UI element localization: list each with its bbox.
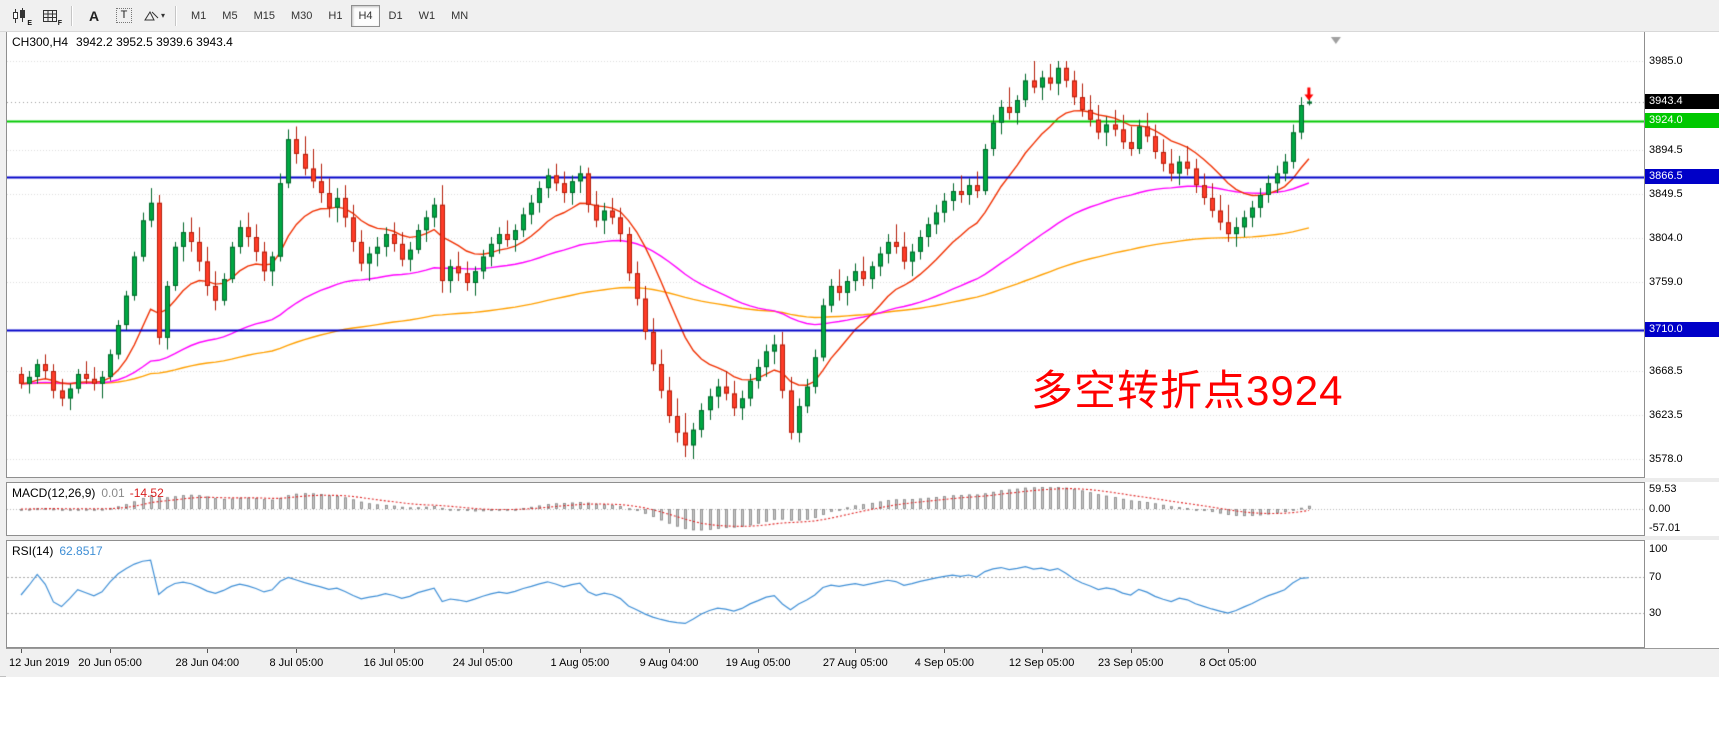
- time-axis-label: 1 Aug 05:00: [550, 657, 610, 669]
- macd-main-value: 0.01: [101, 486, 125, 500]
- timeframe-M1[interactable]: M1: [184, 5, 213, 27]
- timeframe-MN[interactable]: MN: [444, 5, 475, 27]
- time-axis[interactable]: 12 Jun 2019 20 Jun 05:00 28 Jun 04:00 8 Jul…: [6, 648, 1719, 677]
- candlestick-icon-sublabel: E: [27, 19, 32, 27]
- price-tick-label: 3804.0: [1649, 232, 1683, 245]
- time-axis-label: 23 Sep 05:00: [1097, 657, 1164, 669]
- chart-canvas[interactable]: [7, 32, 1644, 477]
- price-tick-label: 3668.5: [1649, 364, 1683, 377]
- price-level-badge: 3710.0: [1645, 321, 1719, 337]
- time-axis-label: 9 Aug 04:00: [639, 657, 699, 669]
- rsi-panel: RSI(14) 62.8517: [6, 540, 1645, 648]
- chevron-down-icon: ▾: [161, 11, 166, 20]
- timeframe-D1[interactable]: D1: [382, 5, 410, 27]
- rsi-tick-label: 30: [1649, 607, 1662, 620]
- rsi-label: RSI(14): [12, 544, 54, 558]
- price-tick-label: 3894.5: [1649, 143, 1683, 156]
- price-tick-label: 3759.0: [1649, 276, 1683, 289]
- macd-title: MACD(12,26,9) 0.01 -14.52: [12, 486, 164, 500]
- time-axis-tick: [1041, 649, 1043, 653]
- grid-chart-button[interactable]: F: [36, 4, 64, 28]
- time-axis-label: 4 Sep 05:00: [914, 657, 975, 669]
- shapes-icon: [144, 10, 159, 20]
- time-axis-tick: [1227, 649, 1229, 653]
- macd-canvas[interactable]: [7, 483, 1644, 535]
- rsi-title: RSI(14) 62.8517: [12, 544, 103, 558]
- bottom-empty-area: [0, 676, 1719, 741]
- time-axis-label: 20 Jun 05:00: [78, 657, 142, 669]
- macd-panel: MACD(12,26,9) 0.01 -14.52: [6, 482, 1645, 536]
- price-tick-label: 3623.5: [1649, 408, 1683, 421]
- grid-icon-sublabel: F: [57, 19, 62, 27]
- time-axis-label: 12 Sep 05:00: [1008, 657, 1075, 669]
- grid-icon: [43, 9, 57, 22]
- toolbar-separator: [71, 5, 73, 26]
- text-tool-button[interactable]: A: [80, 4, 108, 28]
- text-tool-label: A: [88, 7, 100, 24]
- timeframe-H1[interactable]: H1: [321, 5, 349, 27]
- price-axis[interactable]: 3985.0 3894.5 3849.5 3804.0 3759.0 3668.5 3623…: [1645, 31, 1719, 676]
- candlestick-chart-button[interactable]: E: [6, 4, 34, 28]
- time-axis-tick: [207, 649, 209, 653]
- timeframe-M15[interactable]: M15: [247, 5, 282, 27]
- price-tick-label: 3849.5: [1649, 187, 1683, 200]
- current-price-badge: 3943.4: [1645, 93, 1719, 109]
- timeframe-H4[interactable]: H4: [351, 4, 380, 27]
- time-axis-tick: [579, 649, 581, 653]
- candlestick-chart-icon: [13, 7, 25, 23]
- price-chart-panel: CH300,H4 3942.2 3952.5 3939.6 3943.4 多空转折…: [6, 31, 1645, 478]
- time-axis-label: 28 Jun 04:00: [175, 657, 240, 669]
- textbox-tool-button[interactable]: T: [110, 4, 138, 28]
- panel-splitter[interactable]: [6, 536, 1719, 540]
- time-axis-label: 24 Jul 05:00: [452, 657, 513, 669]
- time-axis-tick: [296, 649, 298, 653]
- time-axis-label: 27 Aug 05:00: [822, 657, 888, 669]
- time-axis-label: 8 Jul 05:00: [269, 657, 324, 669]
- chart-title: CH300,H4 3942.2 3952.5 3939.6 3943.4: [12, 35, 233, 49]
- price-tick-label: 3985.0: [1649, 55, 1683, 67]
- time-axis-tick: [393, 649, 395, 653]
- textbox-tool-label: T: [115, 8, 133, 23]
- time-axis-label: 12 Jun 2019: [9, 657, 70, 669]
- time-axis-tick: [482, 649, 484, 653]
- toolbar-separator: [175, 5, 178, 26]
- time-axis-label: 16 Jul 05:00: [363, 657, 424, 669]
- timeframe-M30[interactable]: M30: [284, 5, 319, 27]
- timeframe-W1[interactable]: W1: [412, 5, 443, 27]
- rsi-tick-label: 70: [1649, 570, 1662, 583]
- chart-symbol-period: CH300,H4: [12, 35, 69, 49]
- macd-tick-label: 0.00: [1649, 503, 1671, 515]
- time-axis-label: 8 Oct 05:00: [1199, 657, 1257, 669]
- timeframe-group: M1 M5 M15 M30 H1 H4 D1 W1 MN: [183, 4, 476, 27]
- macd-signal-value: -14.52: [129, 486, 164, 500]
- toolbar: E F A T ▾ M1 M5 M15 M30 H1 H4 D1 W1 MN: [0, 0, 1719, 32]
- time-axis-tick: [1130, 649, 1132, 653]
- macd-tick-label: -57.01: [1649, 522, 1681, 534]
- time-axis-label: 19 Aug 05:00: [725, 657, 791, 669]
- timeframe-M5[interactable]: M5: [215, 5, 244, 27]
- time-axis-tick: [855, 649, 857, 653]
- panel-splitter[interactable]: [6, 478, 1719, 482]
- macd-tick-label: 59.53: [1649, 483, 1677, 495]
- rsi-tick-label: 100: [1649, 543, 1668, 555]
- price-level-badge: 3866.5: [1645, 168, 1719, 184]
- macd-label: MACD(12,26,9): [12, 486, 96, 500]
- price-level-badge: 3924.0: [1645, 112, 1719, 128]
- time-axis-tick: [21, 649, 22, 653]
- chart-annotation[interactable]: 多空转折点3924: [1031, 367, 1344, 414]
- time-axis-tick: [944, 649, 946, 653]
- rsi-value: 62.8517: [59, 544, 103, 558]
- time-axis-tick: [110, 649, 112, 653]
- shapes-tool-button[interactable]: ▾: [140, 4, 168, 28]
- rsi-canvas[interactable]: [7, 541, 1644, 647]
- price-tick-label: 3578.0: [1649, 453, 1683, 466]
- chart-ohlc-values: 3942.2 3952.5 3939.6 3943.4: [76, 35, 233, 49]
- time-axis-tick: [669, 649, 670, 653]
- time-axis-tick: [758, 649, 760, 653]
